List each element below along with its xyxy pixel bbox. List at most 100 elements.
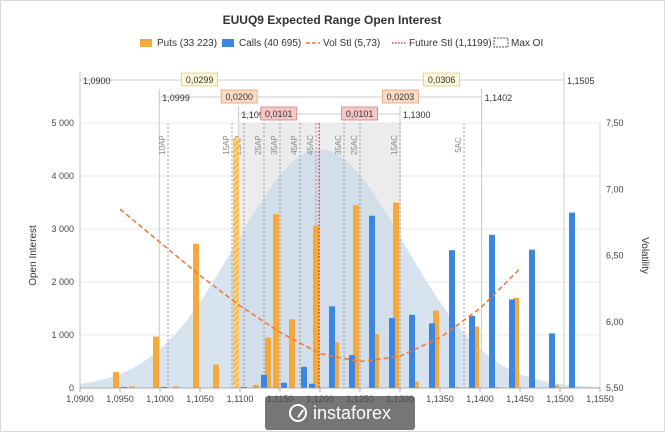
y-axis-title: Open Interest	[28, 225, 39, 286]
put-bar-0	[113, 372, 119, 388]
range-from-label-2: 1,0999	[162, 93, 190, 103]
range-from-label-1: 1,0900	[83, 76, 111, 86]
range-to-label-3: 1,1300	[403, 110, 431, 120]
put-bar-17	[433, 310, 439, 388]
put-bar-21	[513, 297, 519, 388]
put-bar-22	[553, 384, 559, 388]
call-bar-18	[549, 333, 555, 388]
range-width-left-2: 0,0200	[225, 92, 253, 102]
range-to-label-1: 1,1505	[567, 76, 595, 86]
put-bar-12	[333, 342, 339, 388]
instaforex-logo-icon	[288, 404, 307, 422]
call-bar-14	[469, 315, 475, 388]
put-bar-10	[289, 319, 295, 388]
put-bar-7	[253, 384, 259, 388]
range-width-right-1: 0,0306	[428, 75, 456, 85]
legend-swatch-0	[140, 39, 152, 47]
y2-tick-label-4: 7,50	[606, 118, 624, 128]
call-bar-7	[329, 306, 335, 388]
call-bar-13	[449, 250, 455, 388]
strike-label-2: 15AP	[222, 135, 231, 155]
call-bar-5	[301, 366, 307, 388]
strike-label-10: 25AP	[254, 135, 263, 155]
strike-label-8: 15AC	[390, 135, 399, 155]
call-bar-4	[281, 382, 287, 388]
range-width-left-1: 0,0299	[186, 75, 214, 85]
put-bar-3	[173, 386, 179, 388]
y2-tick-label-1: 6,00	[606, 317, 624, 327]
legend-label-4: Max OI	[511, 38, 543, 49]
put-bar-15	[393, 202, 399, 388]
legend-swatch-4	[493, 37, 509, 48]
y-tick-label-3: 3 000	[51, 224, 74, 234]
strike-label-4: 45AP	[290, 135, 299, 155]
x-tick-label-2: 1,1000	[146, 394, 174, 404]
x-tick-label-13: 1,1550	[586, 394, 614, 404]
call-bar-2	[241, 386, 247, 388]
call-bar-1	[161, 386, 167, 388]
call-bar-19	[569, 212, 575, 388]
y2-tick-label-2: 6,50	[606, 251, 624, 261]
y-tick-label-1: 1 000	[51, 330, 74, 340]
range-box-right-3	[341, 106, 379, 121]
call-bar-3	[261, 374, 267, 388]
legend-label-2: Vol Stl (5,73)	[323, 38, 380, 49]
put-bar-20	[493, 386, 499, 388]
x-tick-label-3: 1,1050	[186, 394, 214, 404]
strike-label-7: 25AC	[350, 135, 359, 155]
range-box-left-2	[220, 89, 258, 104]
call-bar-15	[489, 234, 495, 388]
strike-label-3: 35AP	[270, 135, 279, 155]
put-bar-4	[193, 243, 199, 388]
put-bar-2	[153, 336, 159, 388]
range-box-right-1	[423, 72, 461, 87]
put-bar-13	[353, 205, 359, 388]
legend-label-0: Puts (33 223)	[157, 38, 217, 49]
call-bar-10	[389, 318, 395, 388]
put-bar-19	[473, 326, 479, 388]
range-to-label-2: 1,1402	[485, 93, 513, 103]
put-bar-5	[213, 364, 219, 388]
y-tick-label-4: 4 000	[51, 171, 74, 181]
range-width-left-3: 0,0101	[265, 109, 293, 119]
put-bar-6	[233, 137, 239, 388]
call-bar-11	[409, 314, 415, 388]
strike-label-6: 35AC	[334, 135, 343, 155]
put-bar-8	[265, 337, 271, 388]
legend-label-3: Future Stl (1,1199)	[409, 38, 492, 49]
x-tick-label-1: 1,0950	[106, 394, 134, 404]
x-tick-label-11: 1,1450	[506, 394, 534, 404]
y-tick-label-0: 0	[69, 383, 74, 393]
chart-title: EUUQ9 Expected Range Open Interest	[223, 13, 442, 27]
call-bar-12	[429, 323, 435, 388]
call-bar-16	[509, 299, 515, 388]
range-box-left-3	[260, 106, 298, 121]
watermark-text: instaforex	[312, 402, 392, 423]
range-from-label-3: 1,1098	[241, 110, 269, 120]
strike-label-0: 10AP	[158, 135, 167, 155]
call-bar-0	[121, 386, 127, 388]
x-tick-label-10: 1,1400	[466, 394, 494, 404]
x-tick-label-4: 1,1100	[227, 394, 254, 404]
put-bar-11	[313, 225, 319, 388]
x-tick-label-12: 1,1500	[546, 394, 574, 404]
y2-tick-label-3: 7,00	[606, 184, 624, 194]
y-tick-label-5: 5 000	[51, 118, 74, 128]
range-box-right-2	[381, 89, 419, 104]
put-bar-18	[453, 386, 459, 388]
put-bar-1	[129, 386, 135, 388]
strike-label-5: 45AC	[306, 135, 315, 155]
watermark: instaforex	[265, 396, 415, 430]
x-tick-label-0: 1,0900	[66, 394, 94, 404]
range-width-right-3: 0,0101	[346, 109, 374, 119]
range-width-right-2: 0,0203	[387, 92, 415, 102]
call-bar-6	[309, 383, 315, 388]
put-bar-16	[413, 381, 419, 388]
y2-tick-label-0: 5,50	[606, 383, 624, 393]
call-bar-9	[369, 215, 375, 388]
x-tick-label-9: 1,1350	[426, 394, 454, 404]
y2-axis-title: Volatility	[639, 237, 650, 274]
call-bar-17	[529, 249, 535, 388]
call-bar-8	[349, 355, 355, 388]
